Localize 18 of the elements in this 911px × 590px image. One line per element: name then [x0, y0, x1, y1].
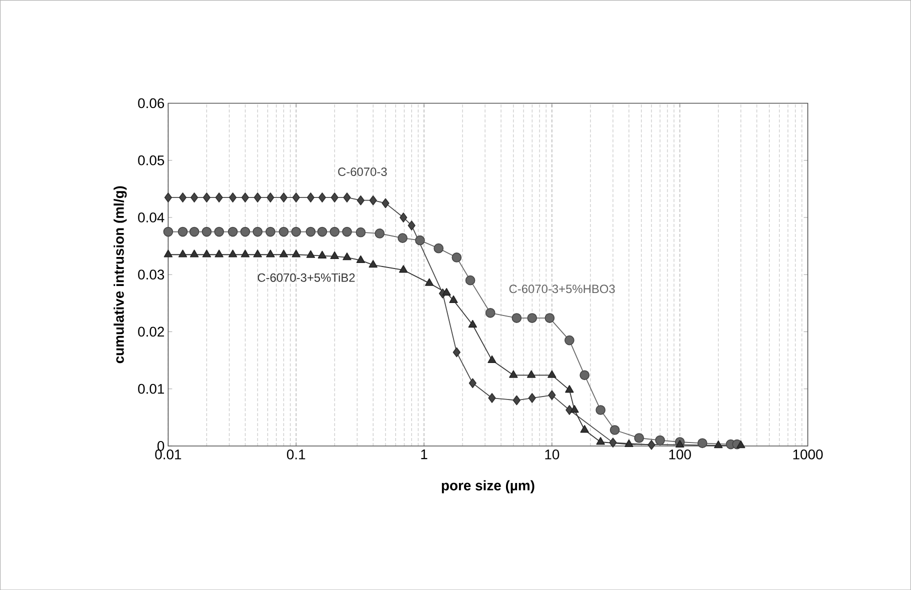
y-tick-label: 0.04: [138, 212, 164, 222]
y-axis-title: cumulative intrusion (ml/g): [114, 186, 127, 364]
series-label: C-6070-3+5%HBO3: [509, 284, 615, 294]
x-axis-title: pore size (µm): [442, 480, 534, 494]
x-tick-label: 10: [545, 449, 560, 460]
x-tick-label: 0.01: [155, 449, 182, 460]
y-tick-label: 0.05: [138, 155, 164, 166]
y-tick-label: 0: [157, 440, 164, 451]
x-tick-label: 0.1: [286, 449, 306, 460]
series-label: C-6070-3+5%TiB2: [258, 272, 355, 282]
y-tick-label: 0.01: [138, 384, 164, 394]
x-tick-label: 1: [421, 449, 428, 460]
x-tick-label: 1000: [793, 449, 823, 460]
y-tick-label: 0.02: [138, 326, 164, 337]
y-tick-label: 0.06: [138, 98, 164, 108]
y-tick-label: 0.03: [138, 270, 164, 280]
series-label: C-6070-3: [338, 167, 387, 176]
x-tick-label: 100: [669, 449, 691, 460]
